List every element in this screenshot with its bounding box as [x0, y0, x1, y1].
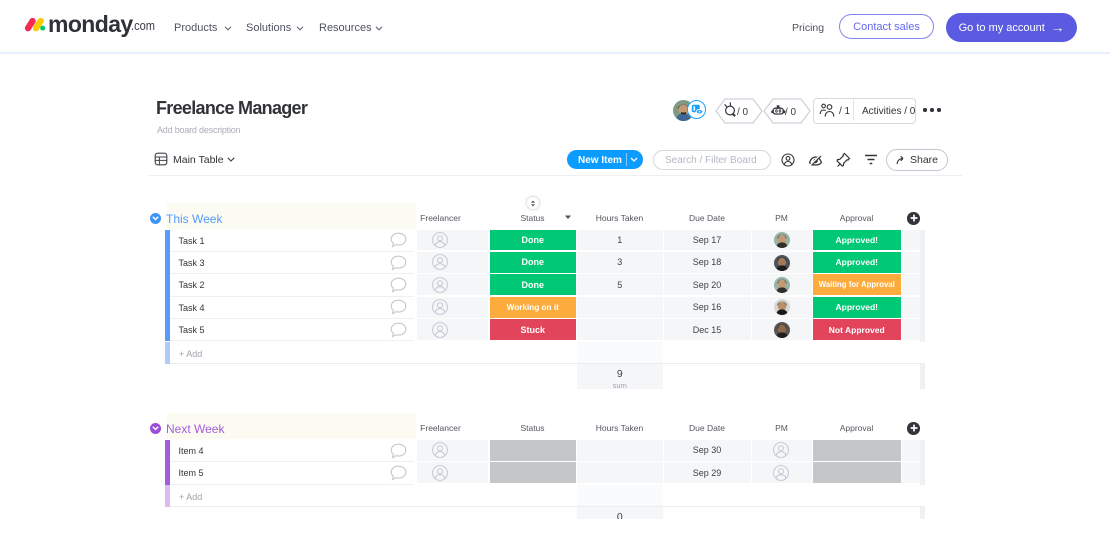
svg-text:/ 0: / 0 [737, 107, 749, 118]
svg-text:/ 0: / 0 [785, 107, 797, 118]
